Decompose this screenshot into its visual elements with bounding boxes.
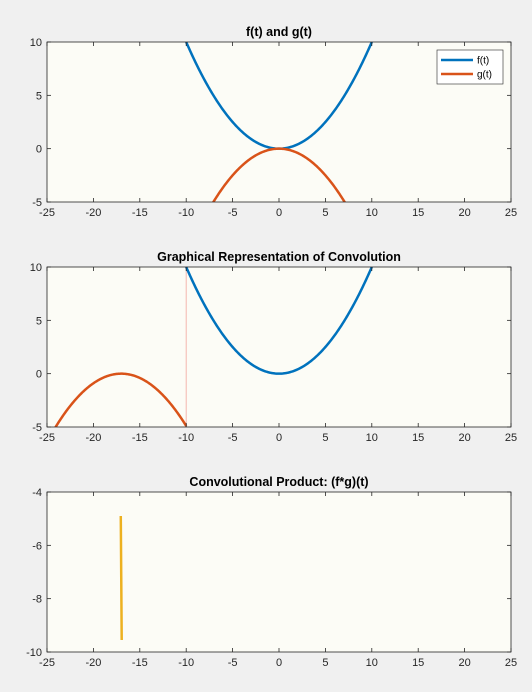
- x-tick-label: 20: [458, 207, 470, 219]
- series-line-1: [185, 267, 373, 375]
- x-tick-label: -20: [85, 207, 101, 219]
- y-tick-label: -5: [32, 422, 42, 434]
- x-tick-label: 10: [366, 432, 378, 444]
- plot-area: [47, 42, 511, 202]
- series-line-2: [54, 372, 188, 427]
- x-tick-label: 0: [276, 657, 282, 669]
- y-tick-label: -6: [32, 540, 42, 552]
- x-tick-label: 15: [412, 207, 424, 219]
- x-tick-label: 25: [505, 207, 517, 219]
- x-tick-label: -15: [132, 432, 148, 444]
- chart-2: Graphical Representation of Convolution -…: [30, 250, 517, 444]
- y-tick-label: 0: [36, 144, 42, 156]
- x-tick-label: -10: [178, 657, 194, 669]
- legend-box: [436, 49, 504, 85]
- x-tick-label: 20: [458, 432, 470, 444]
- y-tick-label: 0: [36, 369, 42, 381]
- y-tick-label: -10: [26, 647, 42, 659]
- legend-label: g(t): [477, 70, 492, 81]
- x-tick-label: -5: [228, 657, 238, 669]
- plot-series-group: [185, 42, 373, 202]
- y-tick-label: -8: [32, 594, 42, 606]
- y-tick-label: 10: [30, 262, 42, 274]
- plot-area: [47, 492, 511, 652]
- x-tick-label: -15: [132, 207, 148, 219]
- x-tick-label: -15: [132, 657, 148, 669]
- x-tick-label: -10: [178, 432, 194, 444]
- legend: f(t) g(t): [436, 49, 504, 85]
- x-tick-label: -20: [85, 432, 101, 444]
- chart-3: Convolutional Product: (f*g)(t) -25 -20 -15…: [26, 475, 517, 669]
- x-tick-label: 15: [412, 432, 424, 444]
- chart-title: Graphical Representation of Convolution: [157, 250, 401, 264]
- x-tick-label: 5: [322, 432, 328, 444]
- y-tick-label: 5: [36, 90, 42, 102]
- x-tick-label: 0: [276, 432, 282, 444]
- x-tick-label: -5: [228, 207, 238, 219]
- legend-label: f(t): [477, 56, 489, 67]
- x-tick-label: -25: [39, 657, 55, 669]
- x-tick-label: 15: [412, 657, 424, 669]
- plot-area: [47, 267, 511, 427]
- plot-series-group: [119, 515, 123, 641]
- x-tick-label: 20: [458, 657, 470, 669]
- series-line-1: [119, 515, 123, 641]
- x-tick-label: 5: [322, 657, 328, 669]
- x-tick-label: -25: [39, 207, 55, 219]
- x-tick-label: 10: [366, 657, 378, 669]
- chart-title: Convolutional Product: (f*g)(t): [189, 475, 368, 489]
- x-tick-label: 25: [505, 657, 517, 669]
- chart-title: f(t) and g(t): [246, 25, 312, 39]
- x-tick-label: -10: [178, 207, 194, 219]
- y-tick-label: 5: [36, 315, 42, 327]
- x-tick-label: 25: [505, 432, 517, 444]
- x-tick-label: 5: [322, 207, 328, 219]
- y-tick-label: -5: [32, 197, 42, 209]
- x-tick-label: -20: [85, 657, 101, 669]
- series-line-gt: [211, 147, 347, 202]
- x-tick-label: -25: [39, 432, 55, 444]
- chart-1: f(t) and g(t) -25 -20 -15 -10 -5 0 5 10 15 20 25 -5 0…: [30, 25, 517, 219]
- plot-series-group: [54, 267, 373, 427]
- y-tick-label: 10: [30, 37, 42, 49]
- x-tick-label: 0: [276, 207, 282, 219]
- x-tick-label: 10: [366, 207, 378, 219]
- x-tick-label: -5: [228, 432, 238, 444]
- y-tick-label: -4: [32, 487, 42, 499]
